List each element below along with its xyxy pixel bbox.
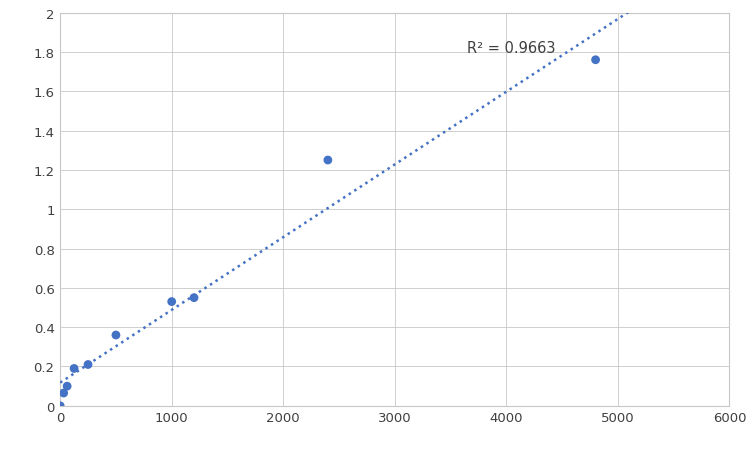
Point [54, 402, 66, 410]
Text: R² = 0.9663: R² = 0.9663 [467, 41, 556, 56]
Point [165, 298, 177, 305]
Point [68, 365, 80, 372]
Point [322, 157, 334, 164]
Point [188, 295, 200, 302]
Point [58, 390, 70, 397]
Point [590, 57, 602, 64]
Point [82, 361, 94, 368]
Point [61, 382, 73, 390]
Point [110, 331, 122, 339]
